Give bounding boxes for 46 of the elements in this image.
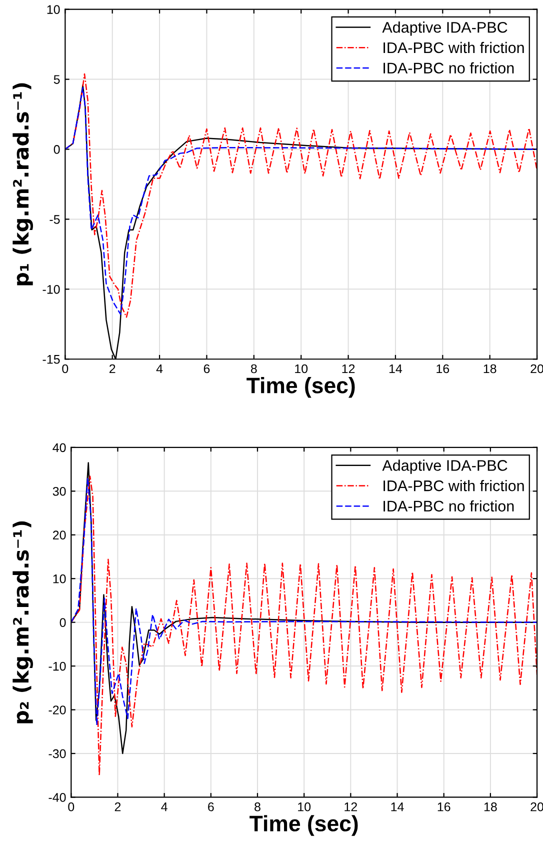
- y-tick-label: -10: [48, 662, 66, 671]
- y-tick-label: 0: [54, 145, 60, 154]
- x-tick-label: 6: [204, 364, 210, 374]
- x-tick-label: 8: [250, 364, 257, 374]
- y-tick-label: 10: [47, 5, 60, 14]
- y-tick-label: -10: [42, 284, 60, 294]
- x-tick-label: 14: [389, 364, 402, 374]
- x-tick-label: 6: [208, 802, 214, 812]
- y-tick-label: 40: [52, 443, 66, 452]
- y-tick-label: 0: [60, 618, 66, 627]
- legend-label: Adaptive IDA-PBC: [382, 460, 508, 474]
- x-tick-label: 2: [110, 364, 116, 374]
- x-tick-label: 8: [254, 802, 260, 812]
- x-tick-label: 16: [438, 802, 450, 812]
- x-axis-title: Time (sec): [246, 377, 355, 398]
- x-tick-label: 20: [530, 802, 543, 812]
- y-tick-label: -30: [48, 749, 66, 758]
- legend-label: IDA-PBC with friction: [384, 42, 524, 54]
- x-tick-label: 4: [161, 802, 168, 812]
- y-axis-title: p₁ (kg.m².rad.s⁻¹): [12, 83, 33, 286]
- x-tick-label: 2: [114, 802, 121, 812]
- y-tick-label: -5: [50, 215, 60, 224]
- y-tick-label: -15: [42, 355, 60, 364]
- y-tick-label: -20: [48, 706, 66, 714]
- y-tick-label: 30: [52, 486, 66, 496]
- x-tick-label: 18: [484, 364, 496, 374]
- x-tick-label: 10: [295, 364, 308, 374]
- y-tick-label: 20: [53, 530, 66, 540]
- y-axis-title: p₂ (kg.m².rad.s⁻¹): [12, 521, 33, 724]
- legend-label: IDA-PBC no friction: [384, 500, 514, 512]
- x-axis-title: Time (sec): [250, 815, 358, 836]
- x-tick-label: 20: [530, 364, 543, 374]
- x-tick-label: 12: [344, 802, 357, 812]
- x-tick-label: 0: [68, 802, 74, 812]
- legend-label: IDA-PBC no friction: [384, 62, 514, 74]
- x-tick-label: 12: [342, 364, 355, 374]
- x-tick-label: 10: [298, 802, 311, 812]
- x-tick-label: 16: [436, 364, 450, 374]
- legend-label: IDA-PBC with friction: [384, 480, 524, 492]
- x-tick-label: 18: [484, 802, 497, 812]
- x-tick-label: 14: [391, 802, 404, 812]
- legend-label: Adaptive IDA-PBC: [382, 22, 508, 36]
- x-tick-label: 4: [156, 364, 163, 374]
- y-tick-label: 5: [54, 75, 60, 84]
- y-tick-label: -40: [48, 793, 66, 802]
- y-tick-label: 10: [53, 574, 66, 584]
